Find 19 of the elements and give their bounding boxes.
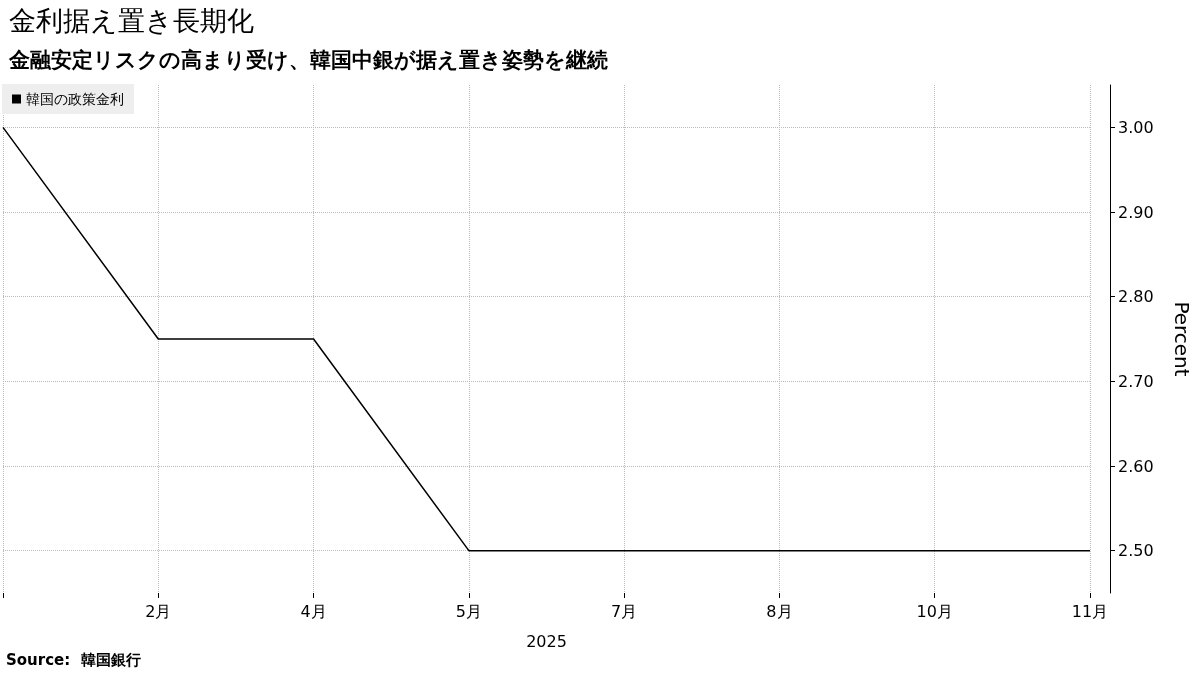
y-tick-label: 2.50 xyxy=(1118,541,1154,561)
chart-title: 金利据え置き長期化 xyxy=(9,5,254,36)
x-tick-label: 11月 xyxy=(1071,601,1109,621)
y-tick-label: 2.80 xyxy=(1118,287,1154,307)
x-tick-label: 10月 xyxy=(916,601,953,621)
y-tick-label: 2.60 xyxy=(1118,456,1154,476)
x-tick-label: 7月 xyxy=(611,601,638,621)
y-axis-title: Percent xyxy=(1170,301,1194,377)
legend-label: 韓国の政策金利 xyxy=(26,91,124,107)
source-note: Source: 韓国銀行 xyxy=(6,650,141,669)
x-axis-title: 2025 xyxy=(526,631,567,651)
x-tick-label: 5月 xyxy=(455,601,482,621)
x-tick-label: 4月 xyxy=(300,601,327,621)
y-tick-label: 2.70 xyxy=(1118,371,1154,391)
y-tick-label: 2.90 xyxy=(1118,202,1154,222)
x-tick-label: 8月 xyxy=(766,601,793,621)
y-tick-label: 3.00 xyxy=(1118,117,1154,137)
x-tick-label: 2月 xyxy=(145,601,172,621)
chart-subtitle: 金融安定リスクの高まり受け、韓国中銀が据え置き姿勢を継続 xyxy=(8,47,608,72)
